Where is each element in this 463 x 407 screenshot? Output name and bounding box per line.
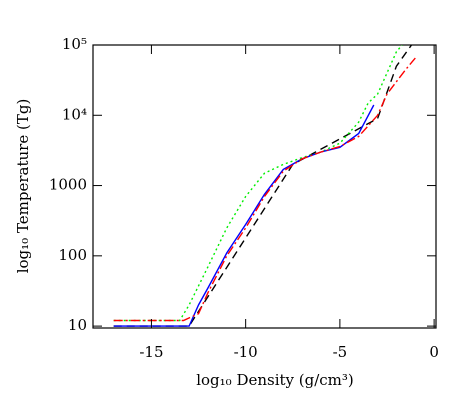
series-line: [113, 57, 416, 322]
x-tick-label: -5: [333, 343, 348, 361]
y-tick-label: 10: [68, 316, 87, 334]
x-axis-label: log₁₀ Density (g/cm³): [196, 371, 354, 389]
y-tick-label: 10⁵: [62, 35, 87, 53]
x-tick-label: 0: [429, 343, 439, 361]
x-tick-label: -10: [234, 343, 258, 361]
y-axis-label: log₁₀ Temperature (Tg): [14, 99, 32, 274]
plot-frame: [92, 44, 437, 329]
y-tick-label: 1000: [49, 176, 87, 194]
y-tick-label: 10⁴: [62, 105, 87, 123]
lines: [113, 45, 416, 327]
y-tick-label: 100: [58, 246, 87, 264]
series-line: [113, 45, 413, 327]
x-tick-label: -15: [139, 343, 163, 361]
series-line: [113, 45, 403, 322]
series-line: [113, 104, 375, 327]
